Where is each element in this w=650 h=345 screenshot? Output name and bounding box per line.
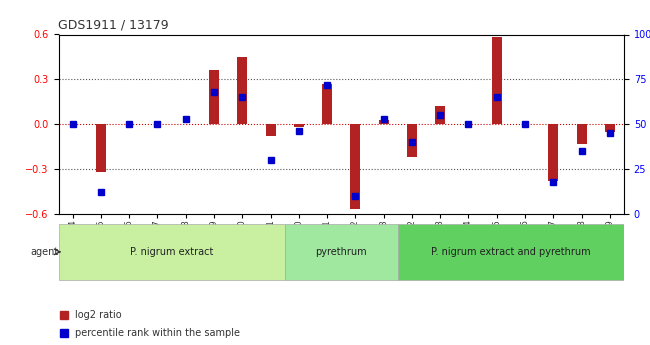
FancyBboxPatch shape	[285, 224, 398, 280]
Bar	[96, 124, 106, 172]
Bar	[436, 106, 445, 124]
Bar	[350, 124, 360, 209]
Bar	[492, 38, 502, 124]
Bar	[322, 84, 332, 124]
Bar	[379, 120, 389, 124]
FancyBboxPatch shape	[58, 224, 285, 280]
Text: log2 ratio: log2 ratio	[75, 310, 122, 319]
Bar	[549, 124, 558, 181]
FancyBboxPatch shape	[398, 224, 624, 280]
Text: P. nigrum extract: P. nigrum extract	[130, 247, 213, 257]
Text: GDS1911 / 13179: GDS1911 / 13179	[58, 19, 169, 32]
Bar	[266, 124, 276, 136]
Bar	[237, 57, 247, 124]
Bar	[294, 124, 304, 127]
Bar	[209, 70, 219, 124]
Text: percentile rank within the sample: percentile rank within the sample	[75, 328, 240, 338]
Bar	[577, 124, 586, 144]
Text: agent: agent	[31, 247, 58, 257]
Bar	[407, 124, 417, 157]
Bar	[605, 124, 615, 132]
Text: pyrethrum: pyrethrum	[315, 247, 367, 257]
Text: P. nigrum extract and pyrethrum: P. nigrum extract and pyrethrum	[431, 247, 591, 257]
